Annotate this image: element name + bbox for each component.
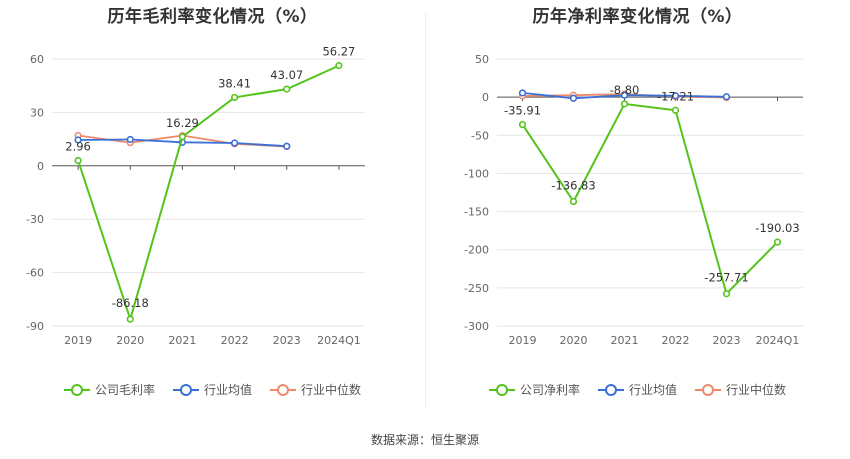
net-margin-panel: 历年净利率变化情况（%） 50 0 -50 -100 -150 -200 -250 -300 2…	[425, 0, 850, 420]
x-tick-label: 2020	[116, 334, 144, 347]
data-point	[722, 290, 731, 298]
gross-margin-panel: 历年毛利率变化情况（%） 60 30 0 -30 -60 -90 2019 2020 2021 2…	[0, 0, 425, 420]
legend-label: 行业中位数	[726, 383, 787, 397]
x-tick-label: 2022	[221, 334, 249, 347]
data-point	[335, 62, 343, 70]
chart-title: 历年净利率变化情况（%）	[532, 7, 743, 27]
legend-marker-icon	[488, 383, 515, 396]
data-source: 数据来源：恒生聚源	[370, 433, 479, 447]
data-label: 43.07	[270, 68, 303, 82]
x-tick-label: 2024Q1	[756, 334, 800, 347]
panel-divider	[425, 12, 426, 407]
legend: 公司毛利率 行业均值 行业中位数	[0, 381, 425, 398]
legend-marker-icon	[270, 383, 296, 396]
data-label: -86.18	[112, 296, 149, 310]
x-tick-label: 2020	[560, 334, 588, 347]
x-tick-label: 2019	[509, 334, 537, 347]
y-tick-label: -90	[26, 320, 44, 333]
legend: 公司净利率 行业均值 行业中位数	[425, 381, 850, 398]
data-label: 2.96	[65, 140, 91, 154]
x-tick-label: 2023	[273, 334, 301, 347]
data-label: -8.80	[610, 83, 640, 97]
legend-label: 公司毛利率	[94, 383, 155, 397]
data-point	[773, 238, 782, 246]
data-point	[620, 100, 629, 108]
y-tick-label: -50	[471, 129, 489, 142]
data-point	[178, 133, 187, 141]
legend-label: 行业均值	[628, 383, 677, 397]
data-point	[283, 85, 291, 93]
data-point	[518, 89, 527, 97]
y-tick-label: 0	[37, 160, 44, 173]
x-tick-label: 2021	[611, 334, 639, 347]
data-point	[283, 142, 291, 150]
chart-title: 历年毛利率变化情况（%）	[107, 7, 318, 27]
gross-margin-chart: 60 30 0 -30 -60 -90 2019 2020 2021 2022 2023 2024Q1…	[26, 45, 365, 347]
y-tick-label: 60	[30, 53, 44, 66]
data-point	[230, 139, 239, 147]
legend-item-industry-median[interactable]: 行业中位数	[695, 381, 786, 398]
series-line-company	[77, 64, 340, 323]
data-point	[74, 136, 82, 144]
data-label: 38.41	[218, 76, 251, 90]
legend-label: 行业均值	[203, 383, 252, 397]
y-tick-label: 30	[30, 106, 44, 119]
data-point	[126, 135, 134, 144]
x-tick-label: 2024Q1	[317, 334, 361, 347]
data-point	[671, 92, 680, 100]
legend-item-company[interactable]: 公司毛利率	[63, 381, 155, 398]
y-tick-label: -60	[26, 267, 44, 280]
y-tick-label: -300	[464, 320, 489, 333]
y-tick-label: 50	[475, 53, 489, 66]
data-label: -17.21	[657, 89, 694, 103]
legend-marker-icon	[597, 383, 624, 396]
data-point	[569, 197, 578, 206]
data-point	[671, 106, 680, 114]
y-tick-label: -30	[26, 213, 44, 226]
x-tick-label: 2022	[662, 334, 690, 347]
data-label: -190.03	[755, 221, 799, 235]
legend-label: 公司净利率	[519, 383, 580, 397]
y-tick-label: -200	[464, 244, 489, 257]
legend-item-industry-mean[interactable]: 行业均值	[172, 381, 252, 398]
x-tick-label: 2021	[168, 334, 196, 347]
x-tick-label: 2019	[64, 334, 92, 347]
legend-marker-icon	[63, 383, 90, 396]
data-label: -35.91	[504, 104, 541, 118]
data-label: -136.83	[551, 179, 595, 193]
legend-label: 行业中位数	[301, 383, 362, 397]
data-point	[230, 93, 239, 102]
legend-item-industry-median[interactable]: 行业中位数	[270, 381, 361, 398]
data-point	[722, 93, 731, 101]
data-point	[74, 156, 82, 165]
legend-marker-icon	[695, 383, 721, 396]
x-tick-label: 2023	[713, 334, 741, 347]
y-tick-label: -100	[464, 167, 489, 180]
series-line-company	[521, 102, 779, 296]
data-point	[518, 120, 527, 129]
data-point	[569, 94, 578, 102]
y-tick-label: 0	[482, 91, 489, 104]
y-tick-label: -150	[464, 206, 489, 219]
data-point	[126, 315, 134, 323]
y-tick-label: -250	[464, 282, 489, 295]
net-margin-chart: 50 0 -50 -100 -150 -200 -250 -300 2019 2020 2021 20…	[464, 53, 803, 347]
legend-marker-icon	[172, 383, 199, 396]
data-label: 56.27	[322, 45, 355, 59]
data-label: -257.71	[704, 271, 748, 285]
legend-item-industry-mean[interactable]: 行业均值	[597, 381, 677, 398]
data-point	[620, 91, 629, 99]
data-label: 16.29	[166, 116, 199, 130]
legend-item-company[interactable]: 公司净利率	[488, 381, 580, 398]
